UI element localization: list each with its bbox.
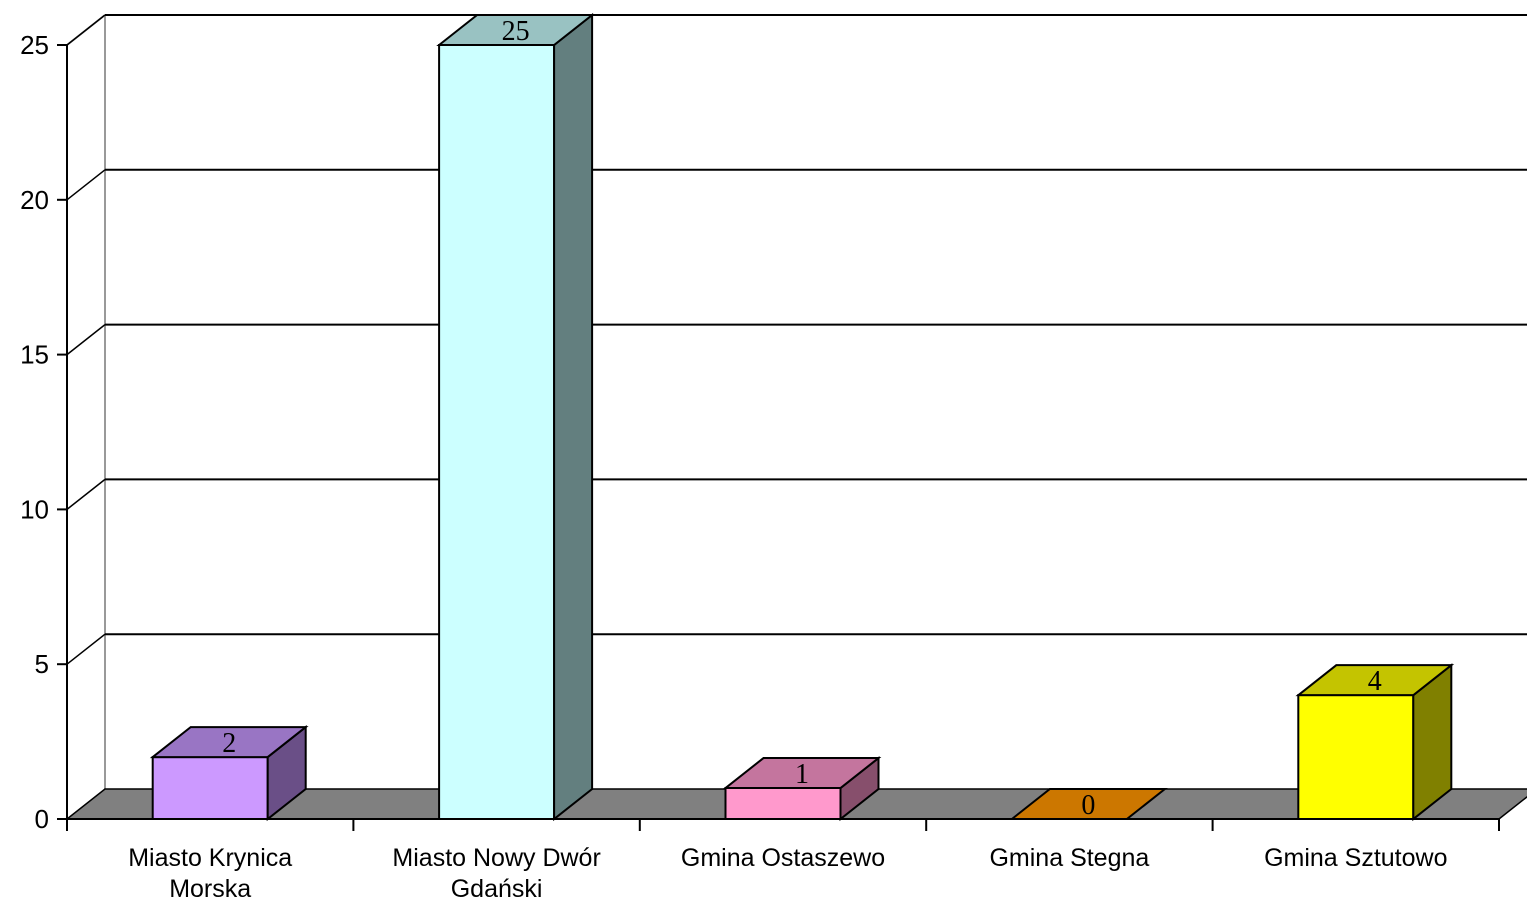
bar-front	[724, 787, 842, 820]
y-tick-label: 20	[20, 185, 49, 215]
bar-top	[722, 757, 882, 790]
bars	[149, 12, 1455, 822]
y-tick-label: 25	[20, 30, 49, 60]
y-tick-label: 5	[35, 649, 49, 679]
x-category-label: Miasto Krynica Morska	[128, 844, 292, 903]
y-tick-label: 0	[35, 804, 49, 834]
bar	[1295, 663, 1455, 822]
gridline-side	[66, 14, 106, 46]
bar	[436, 12, 595, 822]
gridline-side	[66, 169, 106, 201]
bar-front	[1297, 694, 1415, 820]
data-label: 2	[222, 728, 236, 759]
x-category-label: Miasto Nowy Dwór Gdański	[392, 844, 600, 903]
bar-top	[1295, 664, 1455, 697]
gridline-side	[66, 324, 106, 356]
data-label: 1	[795, 759, 809, 790]
x-category-label: Gmina Sztutowo	[1264, 844, 1447, 872]
gridline-side	[66, 478, 106, 510]
bar-front	[438, 44, 556, 820]
chart-walls	[66, 14, 106, 789]
y-tick-label: 15	[20, 340, 49, 370]
bar-top	[436, 14, 595, 46]
bar	[722, 755, 882, 822]
data-label: 25	[502, 16, 530, 47]
bar-top	[149, 726, 309, 759]
gridlines	[66, 14, 1527, 665]
data-label: 0	[1081, 790, 1095, 821]
gridline-side	[66, 633, 106, 665]
bar	[149, 725, 309, 822]
bar-side	[553, 12, 594, 822]
data-label: 4	[1368, 666, 1382, 697]
y-tick-label: 10	[20, 494, 49, 524]
y-axis: 0 5 10 15 20 25	[20, 30, 68, 834]
data-labels: 2 25 1 0 4	[222, 16, 1382, 821]
bar-front	[151, 756, 269, 820]
x-category-label: Gmina Ostaszewo	[681, 844, 885, 872]
x-axis: Miasto Krynica Morska Miasto Nowy Dwór Gdań…	[66, 818, 1500, 903]
x-category-label: Gmina Stegna	[989, 844, 1149, 872]
